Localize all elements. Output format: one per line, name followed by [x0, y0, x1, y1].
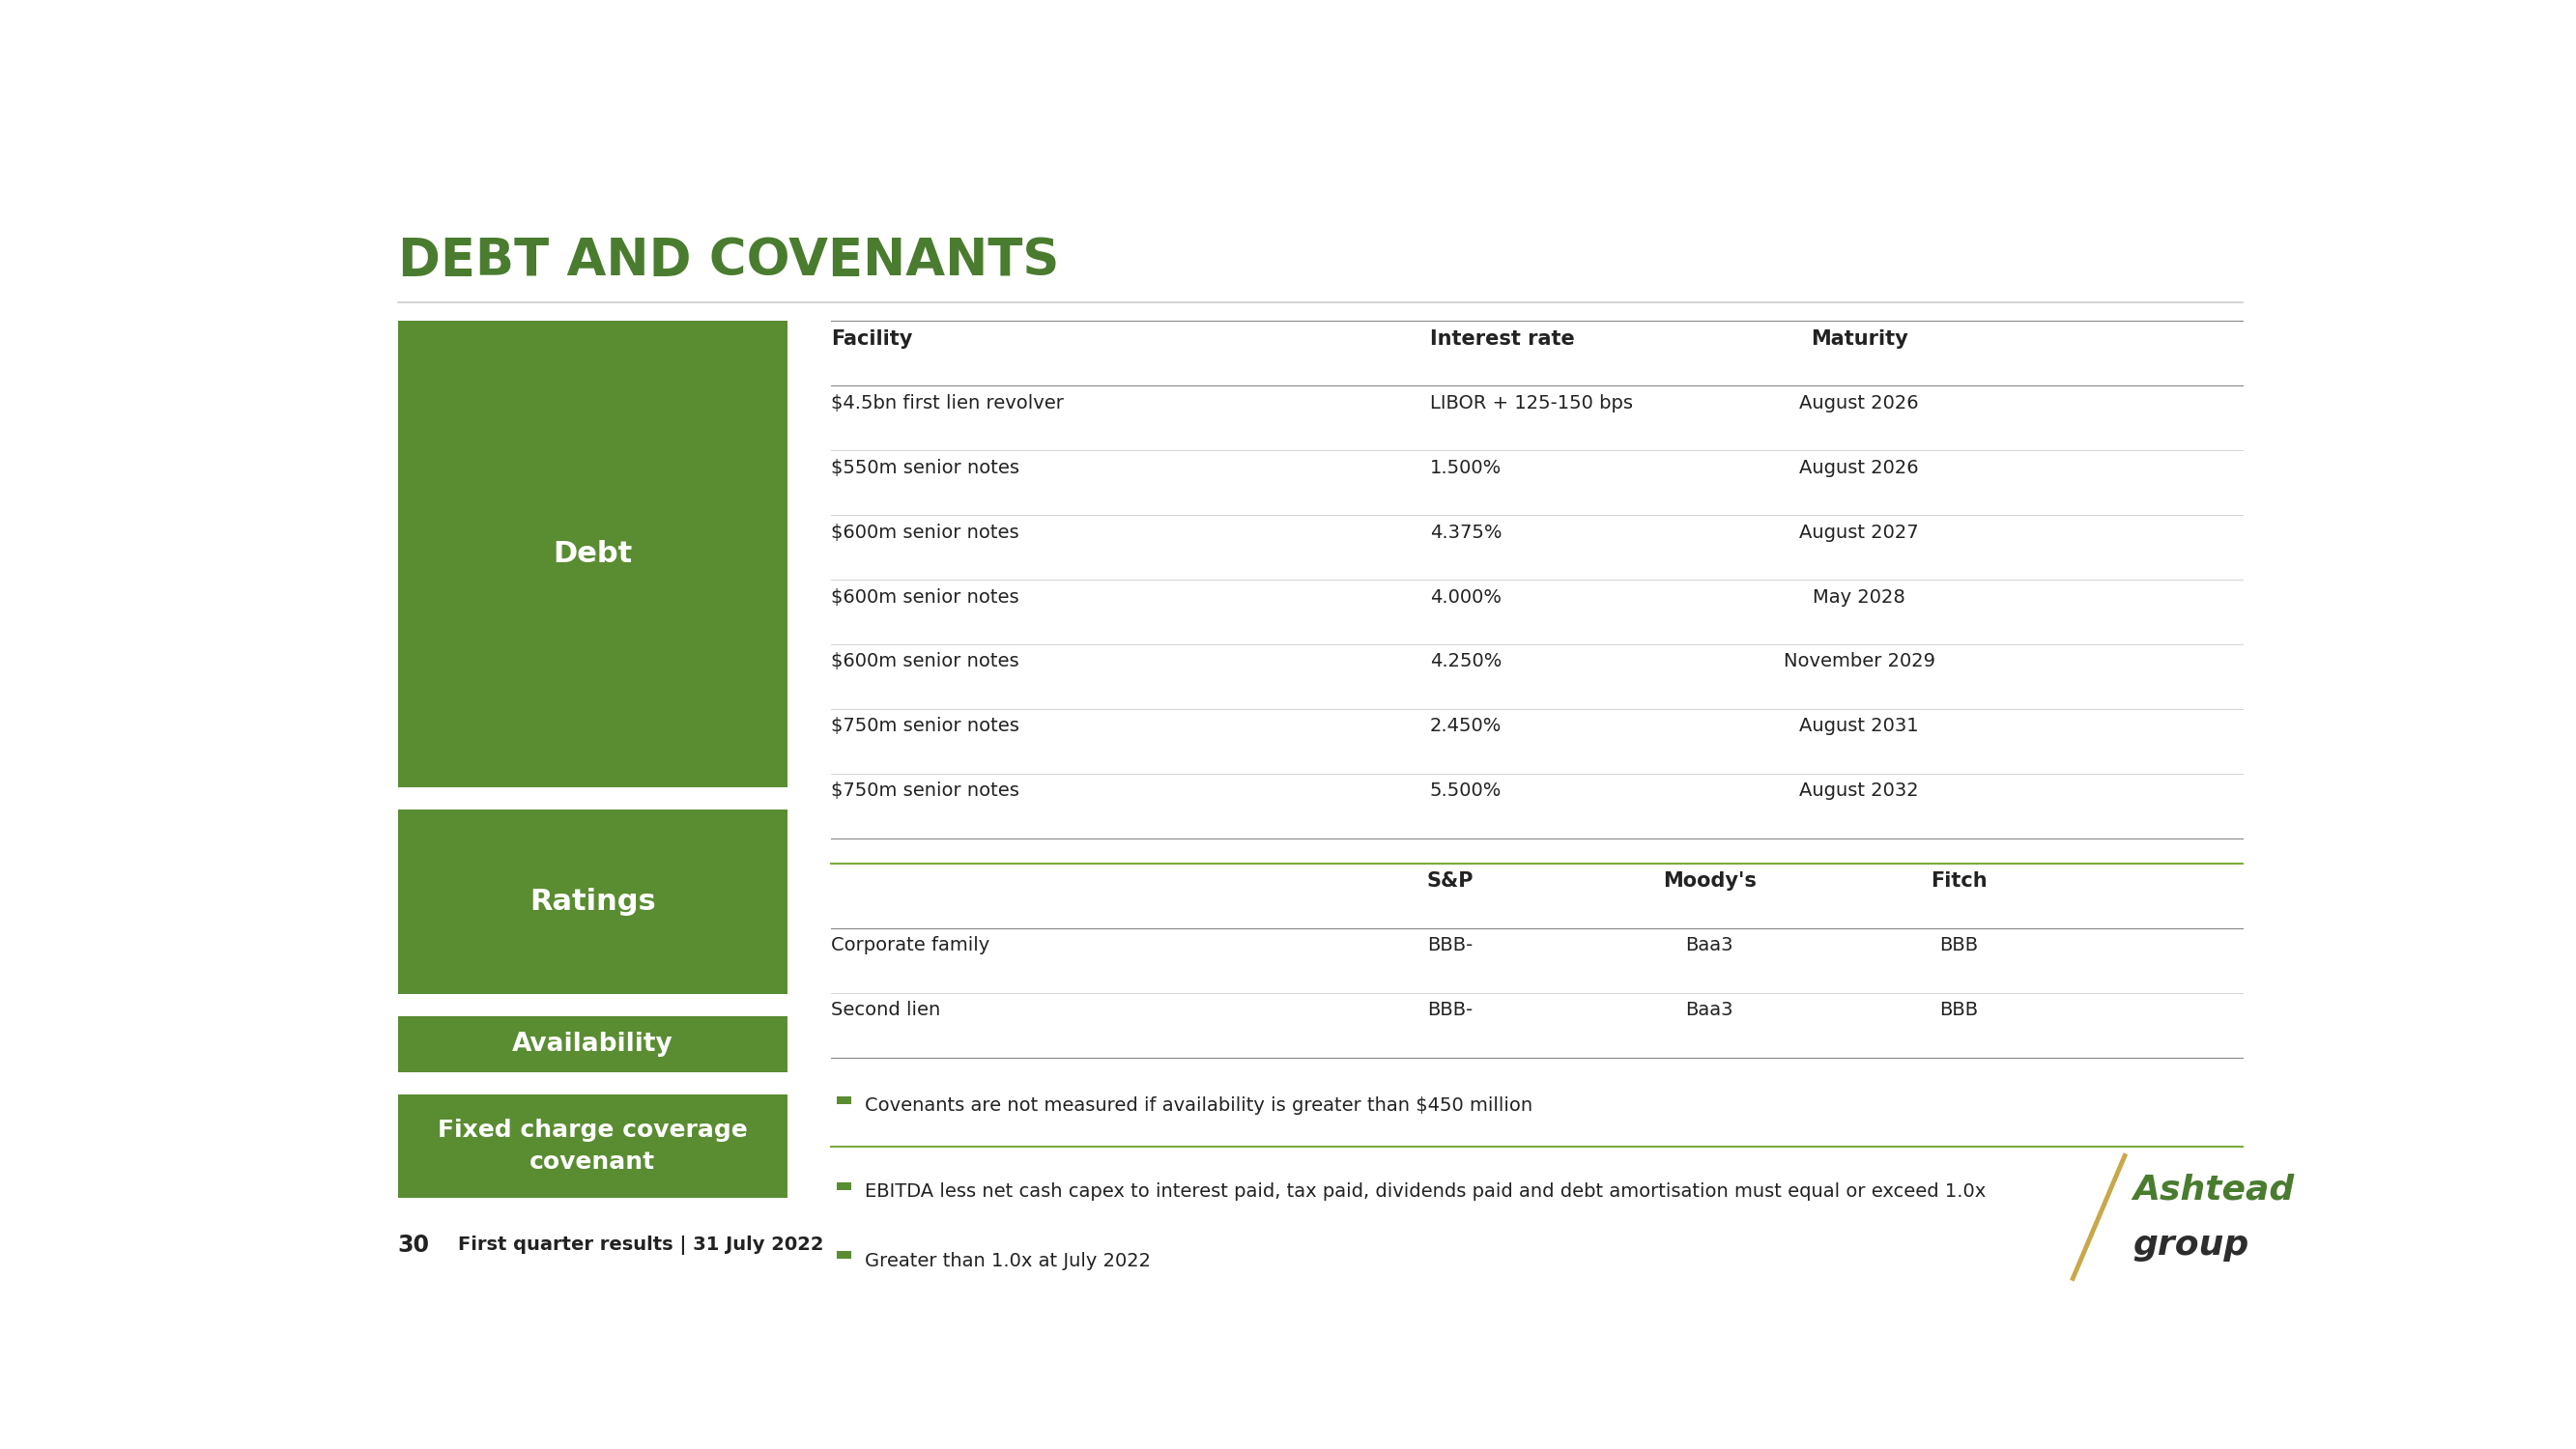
Text: 4.375%: 4.375%: [1430, 523, 1502, 542]
Text: Ashtead: Ashtead: [2133, 1172, 2295, 1206]
Bar: [837, 1095, 850, 1104]
Text: group: group: [2133, 1229, 2249, 1262]
Text: $750m senior notes: $750m senior notes: [832, 782, 1020, 800]
Text: Fitch: Fitch: [1932, 871, 1986, 891]
Text: Maturity: Maturity: [1811, 329, 1909, 348]
Bar: [837, 1250, 850, 1259]
Text: BBB-: BBB-: [1427, 1001, 1473, 1019]
Text: Availability: Availability: [513, 1032, 672, 1056]
Text: 1.500%: 1.500%: [1430, 458, 1502, 477]
Text: BBB: BBB: [1940, 1001, 1978, 1019]
Text: EBITDA less net cash capex to interest paid, tax paid, dividends paid and debt a: EBITDA less net cash capex to interest p…: [866, 1182, 1986, 1201]
Text: First quarter results | 31 July 2022: First quarter results | 31 July 2022: [459, 1236, 824, 1255]
Text: Ratings: Ratings: [528, 888, 657, 916]
Text: DEBT AND COVENANTS: DEBT AND COVENANTS: [397, 235, 1059, 285]
Text: Moody's: Moody's: [1662, 871, 1757, 891]
Text: S&P: S&P: [1427, 871, 1473, 891]
Text: Greater than 1.0x at July 2022: Greater than 1.0x at July 2022: [866, 1252, 1151, 1269]
Text: May 2028: May 2028: [1814, 588, 1906, 606]
Text: Baa3: Baa3: [1685, 1001, 1734, 1019]
Text: Second lien: Second lien: [832, 1001, 940, 1019]
Text: $4.5bn first lien revolver: $4.5bn first lien revolver: [832, 394, 1064, 412]
Text: Interest rate: Interest rate: [1430, 329, 1574, 348]
Text: August 2032: August 2032: [1801, 782, 1919, 800]
Bar: [397, 1094, 788, 1198]
Text: Debt: Debt: [554, 540, 631, 568]
Text: 2.450%: 2.450%: [1430, 717, 1502, 736]
Text: August 2026: August 2026: [1801, 394, 1919, 412]
Text: August 2027: August 2027: [1801, 523, 1919, 542]
Text: $600m senior notes: $600m senior notes: [832, 588, 1020, 606]
Text: Corporate family: Corporate family: [832, 936, 989, 955]
Text: LIBOR + 125-150 bps: LIBOR + 125-150 bps: [1430, 394, 1633, 412]
Bar: [397, 322, 788, 788]
Text: $600m senior notes: $600m senior notes: [832, 652, 1020, 671]
Text: 4.250%: 4.250%: [1430, 652, 1502, 671]
Text: 30: 30: [397, 1233, 430, 1256]
Text: August 2031: August 2031: [1801, 717, 1919, 736]
Text: Covenants are not measured if availability is greater than $450 million: Covenants are not measured if availabili…: [866, 1097, 1533, 1114]
Text: 4.000%: 4.000%: [1430, 588, 1502, 606]
Text: Facility: Facility: [832, 329, 912, 348]
Text: $750m senior notes: $750m senior notes: [832, 717, 1020, 736]
Text: Fixed charge coverage
covenant: Fixed charge coverage covenant: [438, 1119, 747, 1174]
Text: $550m senior notes: $550m senior notes: [832, 458, 1020, 477]
Bar: [397, 1016, 788, 1072]
Text: $600m senior notes: $600m senior notes: [832, 523, 1020, 542]
Bar: [837, 1182, 850, 1190]
Text: BBB: BBB: [1940, 936, 1978, 955]
Text: BBB-: BBB-: [1427, 936, 1473, 955]
Text: November 2029: November 2029: [1783, 652, 1935, 671]
Text: 5.500%: 5.500%: [1430, 782, 1502, 800]
Bar: [397, 810, 788, 994]
Text: August 2026: August 2026: [1801, 458, 1919, 477]
Text: Baa3: Baa3: [1685, 936, 1734, 955]
